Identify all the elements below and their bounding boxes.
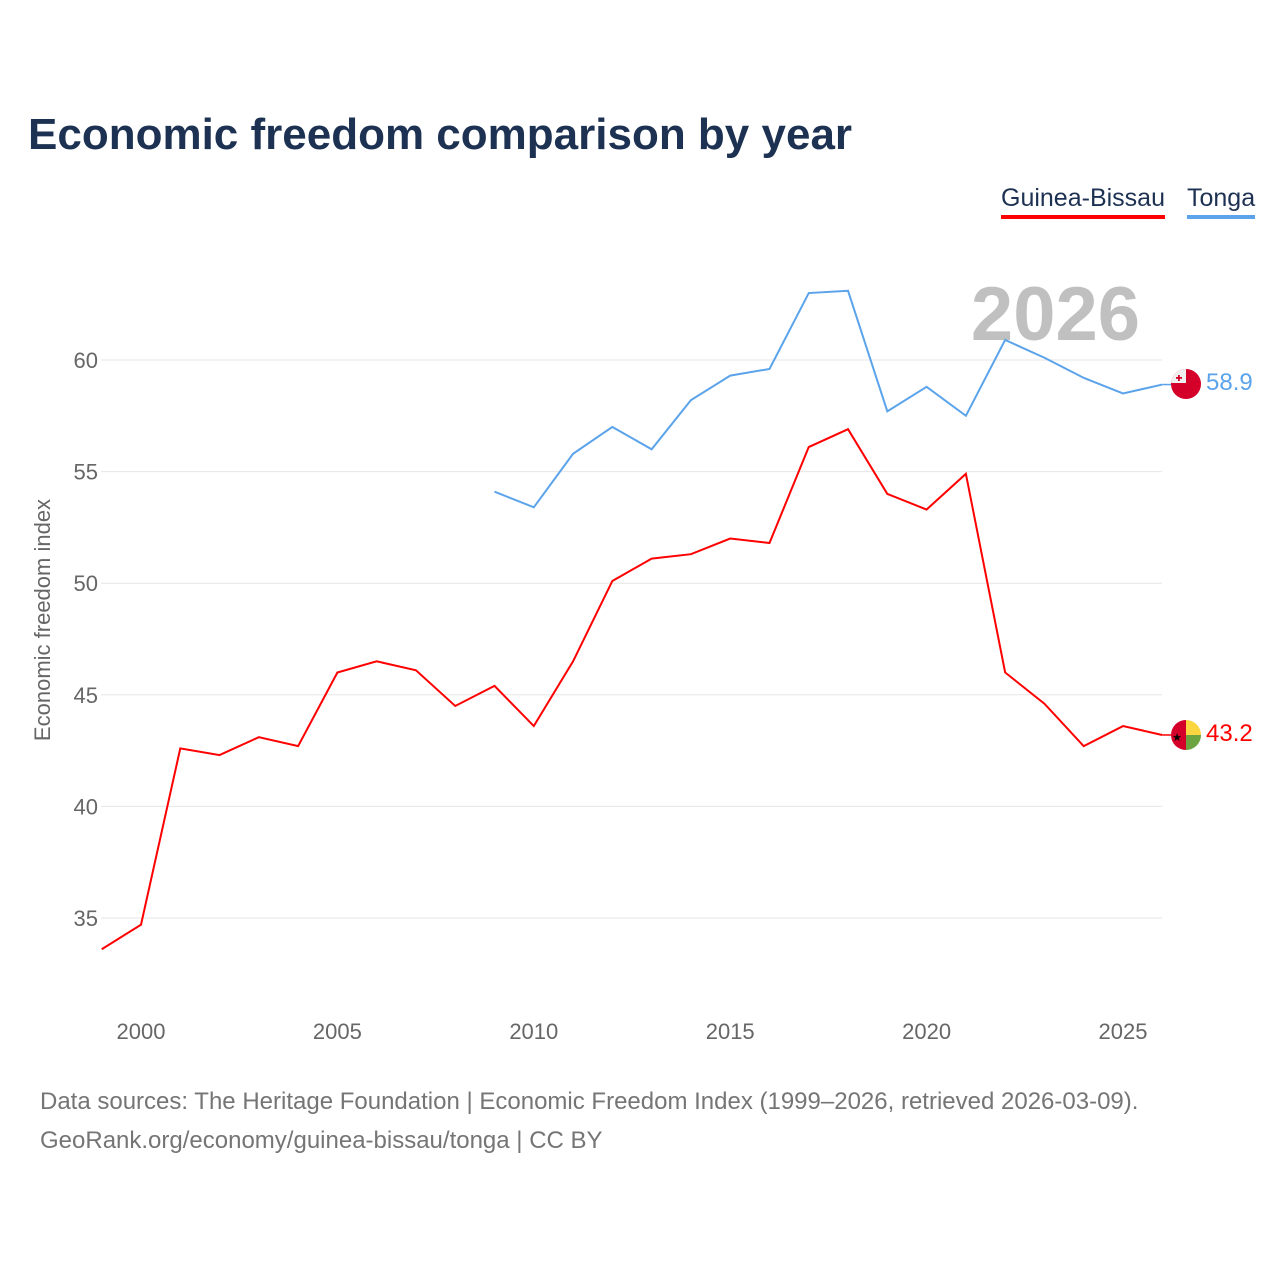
data-point[interactable] bbox=[256, 734, 262, 740]
data-point[interactable] bbox=[688, 551, 694, 557]
line-chart: 35 40 45 50 55 60 2000 2005 2010 2015 2020 2025 202… bbox=[30, 272, 1253, 1044]
data-point[interactable] bbox=[1159, 732, 1165, 738]
data-point[interactable] bbox=[295, 743, 301, 749]
data-point[interactable] bbox=[1081, 743, 1087, 749]
data-point[interactable] bbox=[1002, 669, 1008, 675]
data-point[interactable] bbox=[845, 426, 851, 432]
data-point[interactable] bbox=[1002, 337, 1008, 343]
guinea-bissau-end-label: 43.2 bbox=[1206, 720, 1253, 747]
data-point[interactable] bbox=[1041, 355, 1047, 361]
data-point[interactable] bbox=[766, 366, 772, 372]
data-point[interactable] bbox=[1081, 375, 1087, 381]
y-tick-label: 50 bbox=[74, 571, 98, 596]
data-point[interactable] bbox=[766, 540, 772, 546]
y-tick-label: 60 bbox=[74, 348, 98, 373]
data-point[interactable] bbox=[884, 491, 890, 497]
data-point[interactable] bbox=[531, 723, 537, 729]
data-point[interactable] bbox=[374, 658, 380, 664]
y-tick-label: 55 bbox=[74, 460, 98, 485]
x-tick-label: 2005 bbox=[313, 1019, 362, 1044]
data-point[interactable] bbox=[727, 536, 733, 542]
data-point[interactable] bbox=[413, 667, 419, 673]
data-point[interactable] bbox=[649, 556, 655, 562]
data-point[interactable] bbox=[884, 408, 890, 414]
source-line-2[interactable]: GeoRank.org/economy/guinea-bissau/tonga … bbox=[40, 1127, 603, 1154]
y-tick-label: 35 bbox=[74, 906, 98, 931]
data-point[interactable] bbox=[1120, 390, 1126, 396]
series-line-tonga bbox=[494, 289, 1163, 509]
x-tick-label: 2025 bbox=[1099, 1019, 1148, 1044]
data-point[interactable] bbox=[177, 745, 183, 751]
guinea-bissau-flag-icon: ★ bbox=[1171, 720, 1201, 750]
data-point[interactable] bbox=[963, 413, 969, 419]
y-axis-label: Economic freedom index bbox=[30, 499, 55, 741]
chart-title: Economic freedom comparison by year bbox=[28, 110, 853, 159]
data-point[interactable] bbox=[1120, 723, 1126, 729]
data-point[interactable] bbox=[963, 471, 969, 477]
data-point[interactable] bbox=[806, 290, 812, 296]
data-point[interactable] bbox=[99, 946, 105, 952]
legend-guinea-bissau[interactable]: Guinea-Bissau bbox=[1001, 184, 1165, 219]
y-tick-label: 40 bbox=[74, 794, 98, 819]
data-point[interactable] bbox=[531, 504, 537, 510]
data-point[interactable] bbox=[492, 489, 498, 495]
source-line-1: Data sources: The Heritage Foundation | … bbox=[40, 1088, 1139, 1115]
series-line-guinea-bissau bbox=[101, 427, 1163, 951]
svg-text:★: ★ bbox=[1172, 732, 1182, 744]
data-point[interactable] bbox=[924, 507, 930, 513]
data-point[interactable] bbox=[570, 658, 576, 664]
year-watermark: 2026 bbox=[971, 272, 1140, 357]
data-point[interactable] bbox=[452, 703, 458, 709]
data-point[interactable] bbox=[1041, 701, 1047, 707]
x-tick-label: 2000 bbox=[117, 1019, 166, 1044]
data-point[interactable] bbox=[649, 446, 655, 452]
tonga-end-label: 58.9 bbox=[1206, 369, 1253, 396]
x-tick-label: 2015 bbox=[706, 1019, 755, 1044]
data-point[interactable] bbox=[609, 424, 615, 430]
data-point[interactable] bbox=[688, 397, 694, 403]
data-point[interactable] bbox=[924, 384, 930, 390]
data-point[interactable] bbox=[1159, 382, 1165, 388]
data-point[interactable] bbox=[217, 752, 223, 758]
data-point[interactable] bbox=[727, 373, 733, 379]
legend-tonga[interactable]: Tonga bbox=[1187, 184, 1256, 219]
data-point[interactable] bbox=[492, 683, 498, 689]
tonga-flag-icon bbox=[1171, 369, 1201, 399]
data-point[interactable] bbox=[570, 451, 576, 457]
data-point[interactable] bbox=[845, 288, 851, 294]
data-point[interactable] bbox=[806, 444, 812, 450]
data-point[interactable] bbox=[609, 578, 615, 584]
x-tick-label: 2010 bbox=[509, 1019, 558, 1044]
data-point[interactable] bbox=[334, 669, 340, 675]
data-point[interactable] bbox=[138, 922, 144, 928]
y-tick-label: 45 bbox=[74, 683, 98, 708]
x-tick-label: 2020 bbox=[902, 1019, 951, 1044]
